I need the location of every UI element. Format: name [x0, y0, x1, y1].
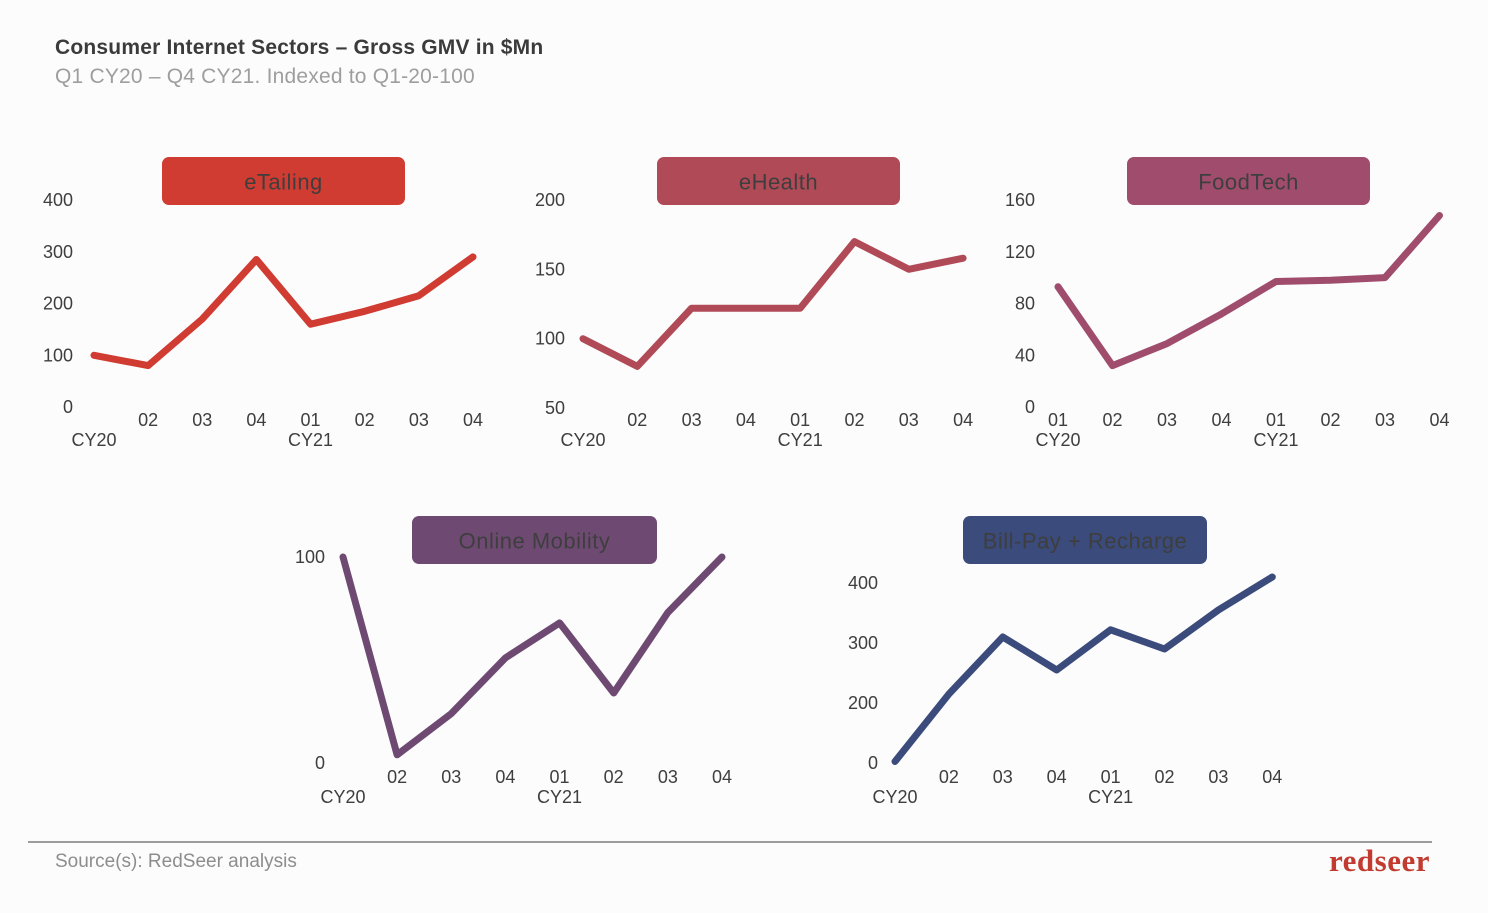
x-tick-label: 04: [495, 767, 515, 787]
year-label: CY21: [778, 430, 823, 450]
year-label: CY20: [560, 430, 605, 450]
series-line: [90, 253, 477, 370]
x-tick-label: 02: [627, 410, 647, 430]
chart-title: Bill-Pay + Recharge: [983, 529, 1188, 554]
chart-title: eTailing: [244, 170, 323, 195]
x-tick-label: 01: [301, 410, 321, 430]
y-tick-label: 0: [63, 397, 73, 417]
x-tick-label: 02: [355, 410, 375, 430]
x-tick-label: 02: [387, 767, 407, 787]
chart-ehealth: eHealth 200 150 100 50 02 03 04 01 02 03 04 CY20 CY21: [535, 157, 973, 450]
x-tick-label: 03: [192, 410, 212, 430]
y-tick-label: 400: [848, 573, 878, 593]
series-line: [1054, 212, 1443, 370]
x-tick-label: 03: [993, 767, 1013, 787]
y-tick-label: 120: [1005, 242, 1035, 262]
y-tick-label: 80: [1015, 294, 1035, 314]
x-tick-label: 03: [682, 410, 702, 430]
x-tick-label: 01: [790, 410, 810, 430]
chart-title: eHealth: [739, 170, 818, 195]
x-tick-label: 04: [1047, 767, 1067, 787]
x-tick-label: 02: [939, 767, 959, 787]
y-tick-label: 0: [1025, 397, 1035, 417]
page-title: Consumer Internet Sectors – Gross GMV in…: [55, 36, 544, 59]
y-tick-label: 100: [535, 329, 565, 349]
year-label: CY20: [1035, 430, 1080, 450]
chart-banner: [657, 157, 900, 205]
year-label: CY20: [872, 787, 917, 807]
footer-divider: [28, 841, 1432, 843]
source-note: Source(s): RedSeer analysis: [55, 851, 297, 872]
y-tick-label: 300: [43, 242, 73, 262]
chart-etailing: eTailing 400 300 200 100 0 02 03 04 01 02 03 04 CY20 C…: [43, 157, 483, 450]
x-tick-label: 04: [1429, 410, 1449, 430]
x-tick-label: 01: [550, 767, 570, 787]
y-tick-label: 200: [43, 294, 73, 314]
header: Consumer Internet Sectors – Gross GMV in…: [55, 36, 543, 89]
year-label: CY20: [320, 787, 365, 807]
y-tick-label: 100: [43, 345, 73, 365]
y-tick-label: 160: [1005, 190, 1035, 210]
chart-title: Online Mobility: [459, 529, 611, 554]
y-tick-label: 0: [315, 753, 325, 773]
year-label: CY20: [71, 430, 116, 450]
year-label: CY21: [288, 430, 333, 450]
x-tick-label: 04: [1211, 410, 1231, 430]
chart-banner: [1127, 157, 1370, 205]
y-tick-label: 0: [868, 753, 878, 773]
x-tick-label: 04: [712, 767, 732, 787]
x-tick-label: 04: [953, 410, 973, 430]
x-tick-label: 03: [1208, 767, 1228, 787]
x-tick-label: 04: [246, 410, 266, 430]
y-tick-label: 40: [1015, 345, 1035, 365]
x-tick-label: 02: [1320, 410, 1340, 430]
series-line: [579, 238, 967, 370]
x-tick-label: 02: [844, 410, 864, 430]
page-subtitle: Q1 CY20 – Q4 CY21. Indexed to Q1-20-100: [55, 65, 475, 88]
chart-billpay: Bill-Pay + Recharge 400 300 200 0 02 03 04 01 02 0…: [848, 516, 1282, 807]
y-tick-label: 300: [848, 633, 878, 653]
y-tick-label: 200: [848, 693, 878, 713]
y-tick-label: 200: [535, 190, 565, 210]
x-tick-label: 03: [1375, 410, 1395, 430]
x-tick-label: 02: [1154, 767, 1174, 787]
y-tick-label: 150: [535, 259, 565, 279]
chart-banner: [412, 516, 657, 564]
x-tick-label: 03: [441, 767, 461, 787]
y-tick-label: 400: [43, 190, 73, 210]
x-tick-label: 04: [736, 410, 756, 430]
year-label: CY21: [1253, 430, 1298, 450]
x-tick-label: 03: [658, 767, 678, 787]
x-tick-label: 04: [463, 410, 483, 430]
chart-banner: [963, 516, 1207, 564]
x-tick-label: 04: [1262, 767, 1282, 787]
x-tick-label: 03: [1157, 410, 1177, 430]
x-tick-label: 02: [604, 767, 624, 787]
chart-foodtech: FoodTech 160 120 80 40 0 01 02 03 04 01 02 03 04 CY20 C…: [1005, 157, 1450, 450]
year-label: CY21: [537, 787, 582, 807]
x-tick-label: 01: [1266, 410, 1286, 430]
year-label: CY21: [1088, 787, 1133, 807]
chart-banner: [162, 157, 405, 205]
x-tick-label: 02: [1102, 410, 1122, 430]
y-tick-label: 100: [295, 547, 325, 567]
series-line: [339, 553, 726, 759]
redseer-logo: redseer: [1328, 843, 1430, 878]
x-tick-label: 02: [138, 410, 158, 430]
y-tick-label: 50: [545, 398, 565, 418]
chart-mobility: Online Mobility 100 0 02 03 04 01 02 03 04 CY20 CY2…: [295, 516, 732, 807]
x-tick-label: 01: [1101, 767, 1121, 787]
x-tick-label: 03: [899, 410, 919, 430]
x-tick-label: 01: [1048, 410, 1068, 430]
chart-title: FoodTech: [1198, 170, 1299, 195]
x-tick-label: 03: [409, 410, 429, 430]
series-line: [891, 573, 1276, 765]
